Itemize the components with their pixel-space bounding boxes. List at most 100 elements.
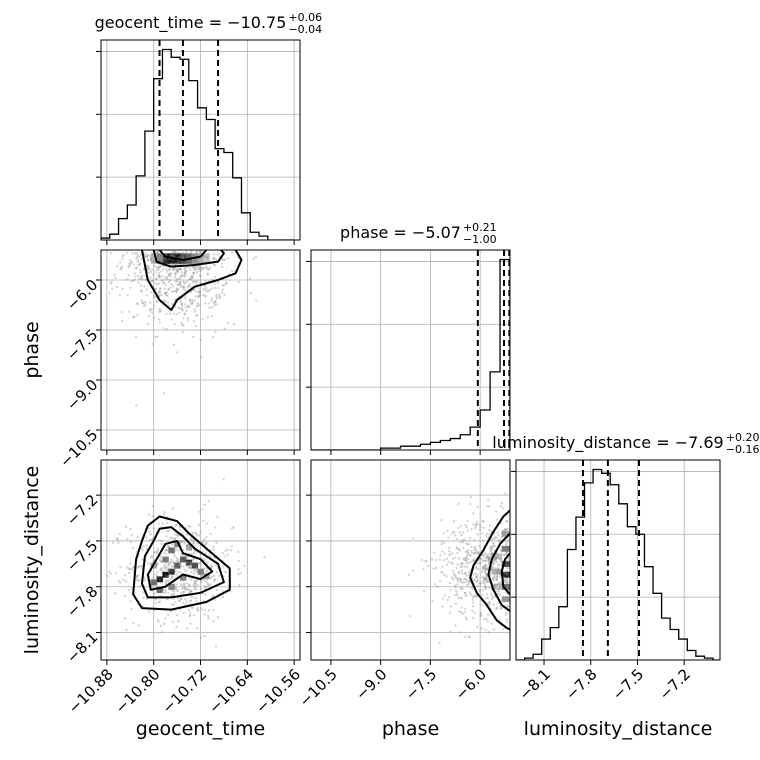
scatter-point	[497, 592, 500, 596]
scatter-point	[160, 270, 163, 273]
scatter-point	[139, 565, 142, 568]
scatter-point	[139, 268, 142, 272]
scatter-point	[185, 557, 188, 560]
scatter-point	[466, 557, 470, 561]
scatter-point	[189, 562, 193, 565]
scatter-point	[249, 292, 252, 295]
scatter-point	[179, 591, 183, 595]
scatter-point	[484, 567, 487, 570]
scatter-point	[189, 300, 192, 303]
scatter-point	[169, 275, 173, 278]
scatter-point	[506, 581, 509, 585]
scatter-point	[70, 268, 72, 270]
scatter-point	[173, 562, 177, 565]
scatter-point	[204, 552, 207, 555]
scatter-point	[505, 552, 508, 556]
scatter-point	[452, 577, 455, 581]
scatter-point	[497, 582, 500, 585]
scatter-point	[465, 618, 469, 621]
scatter-point	[144, 303, 147, 306]
scatter-point	[148, 309, 152, 312]
scatter-point	[138, 263, 142, 266]
scatter-point	[196, 295, 200, 299]
scatter-point	[497, 568, 500, 572]
scatter-point	[190, 302, 193, 306]
scatter-point	[207, 609, 211, 612]
scatter-point	[157, 620, 160, 624]
scatter-point	[479, 582, 482, 586]
scatter-point	[151, 273, 155, 276]
scatter-point	[171, 253, 174, 257]
scatter-point	[158, 291, 161, 294]
x-tick-label-phase: −10.5	[296, 665, 341, 710]
scatter-point	[226, 548, 229, 551]
scatter-point	[220, 291, 224, 294]
scatter-point	[441, 605, 444, 608]
scatter-point	[501, 533, 505, 536]
scatter-point	[475, 549, 478, 553]
scatter-point	[186, 627, 189, 630]
scatter-point	[178, 255, 182, 259]
scatter-point	[443, 573, 446, 577]
scatter-point	[198, 294, 202, 297]
scatter-point	[94, 622, 96, 624]
scatter-point	[451, 562, 455, 565]
scatter-point	[458, 549, 462, 552]
scatter-point	[154, 281, 157, 285]
scatter-point	[203, 613, 206, 617]
scatter-point	[166, 579, 170, 582]
scatter-point	[501, 548, 504, 552]
scatter-point	[216, 515, 219, 519]
scatter-point	[193, 571, 196, 575]
scatter-point	[505, 550, 508, 553]
scatter-point	[179, 597, 183, 601]
scatter-point	[448, 552, 452, 556]
scatter-point	[479, 581, 482, 585]
scatter-point	[186, 318, 190, 322]
scatter-point	[225, 281, 228, 285]
scatter-point	[130, 261, 133, 264]
scatter-point	[194, 531, 197, 534]
scatter-point	[180, 273, 184, 277]
scatter-point	[126, 278, 129, 281]
scatter-point	[192, 266, 195, 269]
x-axis-label-geocent_time: geocent_time	[136, 718, 265, 740]
scatter-point	[121, 258, 124, 261]
scatter-point	[193, 580, 197, 584]
scatter-point	[212, 619, 215, 623]
scatter-point	[463, 572, 467, 575]
scatter-point	[194, 545, 197, 548]
scatter-point	[174, 273, 177, 276]
scatter-point	[202, 558, 205, 561]
scatter-point	[189, 560, 192, 564]
scatter-point	[194, 280, 197, 283]
scatter-point	[473, 545, 477, 548]
scatter-point	[183, 275, 186, 278]
x-tick-label-phase: −6.0	[452, 665, 490, 703]
scatter-point	[162, 564, 166, 567]
scatter-point	[494, 535, 497, 539]
scatter-point	[473, 539, 476, 542]
scatter-point	[178, 608, 182, 611]
scatter-point	[150, 268, 153, 271]
scatter-point	[160, 567, 163, 570]
scatter-point	[199, 568, 203, 572]
scatter-point	[188, 305, 191, 308]
scatter-point	[164, 276, 167, 279]
scatter-point	[190, 589, 193, 593]
scatter-point	[139, 271, 142, 274]
scatter-point	[495, 576, 498, 579]
scatter-point	[123, 617, 127, 620]
scatter-point	[132, 279, 135, 282]
scatter-point	[502, 546, 505, 550]
scatter-point	[135, 302, 139, 305]
scatter-point	[207, 306, 211, 309]
scatter-point	[436, 585, 439, 588]
scatter-point	[167, 569, 170, 573]
scatter-point	[149, 256, 153, 259]
scatter-point	[470, 527, 473, 531]
scatter-point	[135, 574, 138, 578]
scatter-point	[189, 259, 192, 262]
scatter-point	[221, 288, 225, 291]
scatter-point	[188, 545, 192, 548]
